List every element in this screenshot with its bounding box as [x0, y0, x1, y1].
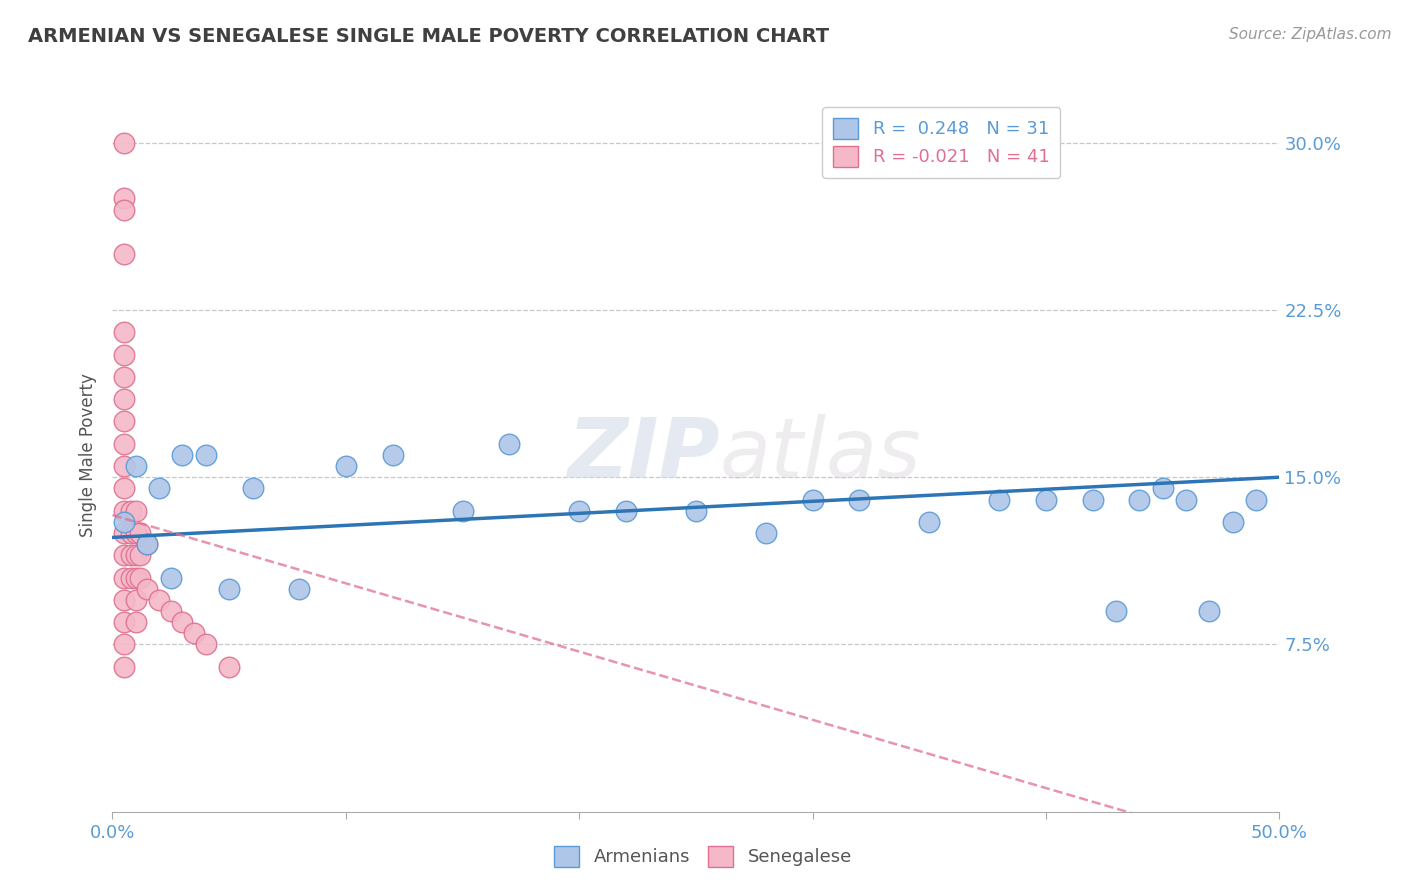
- Point: [1128, 492, 1150, 507]
- Point: [112, 247, 135, 261]
- Point: [112, 660, 135, 674]
- Point: [381, 448, 404, 462]
- Point: [112, 192, 135, 206]
- Point: [1105, 604, 1128, 618]
- Point: [120, 548, 142, 563]
- Text: Source: ZipAtlas.com: Source: ZipAtlas.com: [1229, 27, 1392, 42]
- Point: [129, 526, 152, 541]
- Point: [988, 492, 1011, 507]
- Point: [136, 537, 159, 551]
- Point: [218, 582, 240, 596]
- Point: [112, 637, 135, 651]
- Point: [112, 482, 135, 496]
- Point: [120, 503, 142, 517]
- Point: [112, 459, 135, 474]
- Point: [918, 515, 941, 529]
- Point: [194, 637, 217, 651]
- Point: [148, 482, 170, 496]
- Point: [148, 592, 170, 607]
- Point: [614, 503, 637, 517]
- Point: [172, 615, 194, 630]
- Point: [112, 202, 135, 217]
- Point: [288, 582, 311, 596]
- Point: [112, 369, 135, 384]
- Point: [801, 492, 824, 507]
- Point: [112, 414, 135, 429]
- Point: [112, 136, 135, 150]
- Point: [125, 548, 148, 563]
- Text: ZIP: ZIP: [567, 415, 720, 495]
- Point: [112, 526, 135, 541]
- Point: [125, 615, 148, 630]
- Point: [112, 548, 135, 563]
- Point: [1175, 492, 1198, 507]
- Point: [112, 615, 135, 630]
- Point: [125, 571, 148, 585]
- Point: [125, 503, 148, 517]
- Point: [172, 448, 194, 462]
- Text: ARMENIAN VS SENEGALESE SINGLE MALE POVERTY CORRELATION CHART: ARMENIAN VS SENEGALESE SINGLE MALE POVER…: [28, 27, 830, 45]
- Point: [136, 582, 159, 596]
- Point: [160, 571, 183, 585]
- Point: [1152, 482, 1174, 496]
- Point: [194, 448, 217, 462]
- Point: [112, 515, 135, 529]
- Legend: Armenians, Senegalese: Armenians, Senegalese: [547, 838, 859, 874]
- Point: [498, 436, 520, 450]
- Y-axis label: Single Male Poverty: Single Male Poverty: [79, 373, 97, 537]
- Point: [112, 571, 135, 585]
- Point: [1244, 492, 1267, 507]
- Point: [1081, 492, 1104, 507]
- Point: [112, 503, 135, 517]
- Point: [451, 503, 474, 517]
- Point: [755, 526, 778, 541]
- Point: [112, 348, 135, 362]
- Point: [335, 459, 357, 474]
- Point: [129, 571, 152, 585]
- Point: [120, 571, 142, 585]
- Point: [125, 592, 148, 607]
- Point: [242, 482, 264, 496]
- Point: [183, 626, 205, 640]
- Point: [129, 548, 152, 563]
- Text: atlas: atlas: [720, 415, 921, 495]
- Point: [1198, 604, 1220, 618]
- Point: [160, 604, 183, 618]
- Point: [568, 503, 591, 517]
- Point: [112, 392, 135, 407]
- Point: [685, 503, 707, 517]
- Point: [848, 492, 870, 507]
- Legend: R =  0.248   N = 31, R = -0.021   N = 41: R = 0.248 N = 31, R = -0.021 N = 41: [823, 107, 1060, 178]
- Point: [120, 526, 142, 541]
- Point: [218, 660, 240, 674]
- Point: [112, 325, 135, 339]
- Point: [136, 537, 159, 551]
- Point: [1222, 515, 1244, 529]
- Point: [112, 592, 135, 607]
- Point: [125, 459, 148, 474]
- Point: [125, 526, 148, 541]
- Point: [112, 436, 135, 450]
- Point: [1035, 492, 1057, 507]
